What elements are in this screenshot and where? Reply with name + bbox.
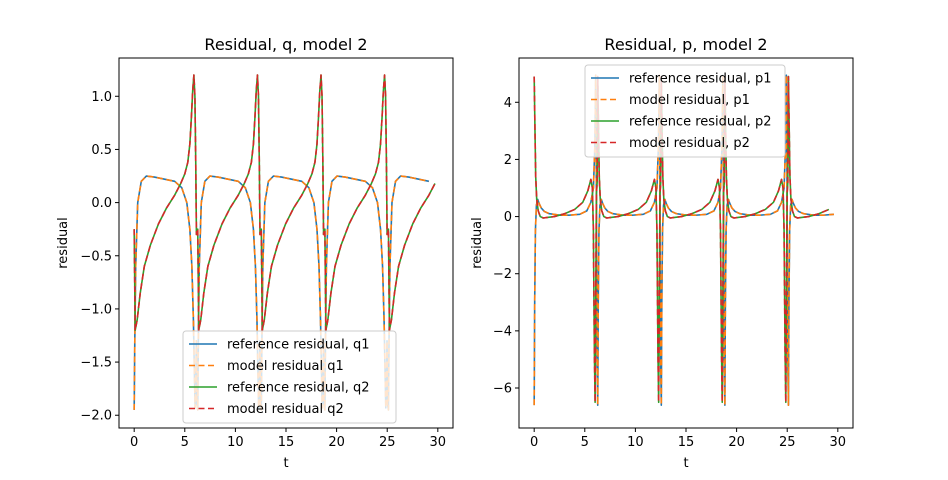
legend-label: model residual q1 bbox=[227, 359, 344, 374]
series-line-4 bbox=[133, 74, 436, 331]
y-tick-label: 2 bbox=[504, 153, 512, 168]
legend-box bbox=[584, 64, 786, 158]
x-axis-label: t bbox=[683, 456, 688, 471]
chart-title: Residual, q, model 2 bbox=[204, 35, 367, 54]
legend-label: model residual, p1 bbox=[629, 93, 750, 108]
y-tick-label: −1.5 bbox=[80, 356, 112, 371]
legend-label: reference residual, p1 bbox=[629, 72, 772, 87]
y-tick-label: 0.0 bbox=[91, 196, 112, 211]
legend-label: reference residual, q1 bbox=[227, 338, 370, 353]
x-tick-label: 5 bbox=[181, 435, 189, 450]
legend-box bbox=[182, 330, 397, 424]
y-axis-label: residual bbox=[470, 217, 485, 269]
y-tick-label: 0 bbox=[504, 210, 512, 225]
x-tick-label: 5 bbox=[581, 435, 589, 450]
x-tick-label: 10 bbox=[627, 435, 644, 450]
y-tick-label: −1.0 bbox=[80, 302, 112, 317]
chart-title: Residual, p, model 2 bbox=[604, 35, 767, 54]
subplot-q: Residual, q, model 2 t residual 0 5 10 15 20… bbox=[56, 35, 454, 471]
x-tick-label: 30 bbox=[430, 435, 447, 450]
y-tick-label: 1.0 bbox=[91, 90, 112, 105]
y-axis-label: residual bbox=[56, 217, 71, 269]
legend-label: model residual q2 bbox=[227, 402, 344, 417]
x-tick-label: 25 bbox=[779, 435, 796, 450]
legend: reference residual, q1 model residual q1 r… bbox=[182, 330, 397, 424]
y-tick-label: −6 bbox=[493, 382, 512, 397]
legend-label: model residual, p2 bbox=[629, 136, 750, 151]
x-tick-label: 30 bbox=[830, 435, 847, 450]
x-tick-label: 15 bbox=[678, 435, 695, 450]
y-tick-label: −0.5 bbox=[80, 249, 112, 264]
x-axis-label: t bbox=[283, 456, 288, 471]
x-tick-label: 25 bbox=[379, 435, 396, 450]
y-tick-label: −4 bbox=[493, 324, 512, 339]
legend: reference residual, p1 model residual, p1… bbox=[584, 64, 786, 158]
x-tick-label: 0 bbox=[130, 435, 138, 450]
subplot-p: Residual, p, model 2 t residual 0 5 10 15 20… bbox=[470, 35, 854, 471]
x-tick-label: 20 bbox=[728, 435, 745, 450]
x-tick-label: 0 bbox=[530, 435, 538, 450]
y-tick-label: −2.0 bbox=[80, 409, 112, 424]
y-tick-label: −2 bbox=[493, 267, 512, 282]
y-tick-label: 4 bbox=[504, 96, 512, 111]
legend-label: reference residual, q2 bbox=[227, 381, 370, 396]
x-tick-label: 15 bbox=[278, 435, 295, 450]
legend-label: reference residual, p2 bbox=[629, 115, 772, 130]
y-tick-label: 0.5 bbox=[91, 143, 112, 158]
series-line-4 bbox=[533, 75, 830, 404]
x-tick-label: 10 bbox=[227, 435, 244, 450]
x-tick-label: 20 bbox=[328, 435, 345, 450]
